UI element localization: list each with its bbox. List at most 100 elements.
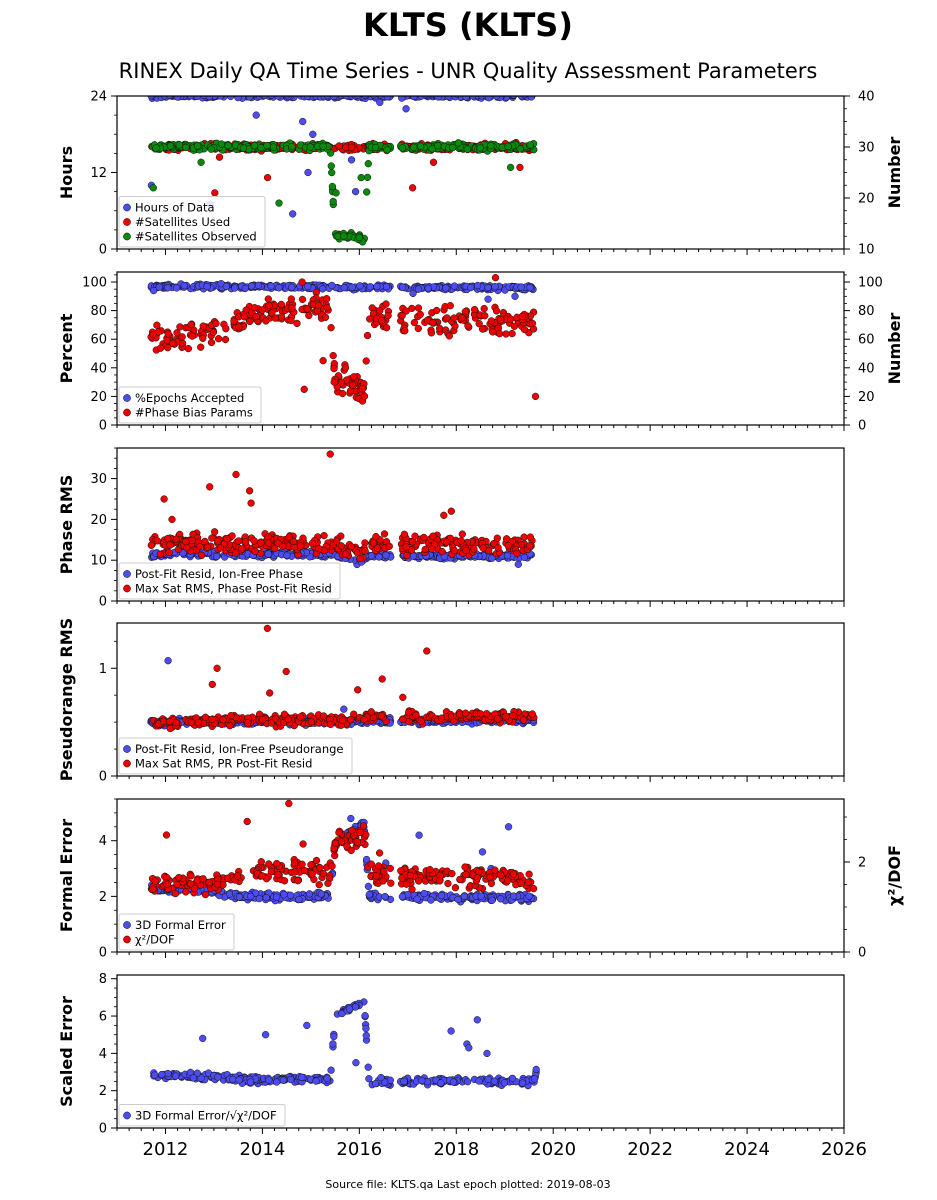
outlier-point (506, 163, 515, 172)
data-point (366, 283, 374, 291)
outlier-point (347, 156, 356, 164)
y2-tick-label: 80 (858, 304, 875, 319)
data-point (328, 281, 336, 290)
data-point (520, 325, 529, 334)
data-point (414, 285, 423, 293)
data-point (182, 888, 190, 896)
data-point (222, 325, 230, 333)
outlier-point (429, 158, 438, 166)
data-point (403, 551, 411, 560)
outlier-point (423, 647, 431, 655)
data-point (383, 96, 392, 101)
data-point (250, 304, 259, 312)
data-point (320, 531, 328, 540)
outlier-point (326, 450, 334, 458)
data-point (383, 146, 391, 154)
data-point (198, 551, 206, 559)
y2-tick-label: 40 (858, 90, 875, 105)
y-tick-label: 0 (99, 946, 107, 961)
data-point (225, 890, 234, 898)
legend-label: #Satellites Observed (135, 230, 257, 244)
data-point (365, 1075, 373, 1083)
data-point (265, 1076, 273, 1084)
data-point (173, 96, 182, 101)
data-point (491, 282, 499, 291)
y-tick-label: 0 (99, 770, 107, 785)
data-point (166, 142, 175, 150)
data-point (160, 96, 169, 100)
data-point (373, 282, 381, 291)
data-point (517, 879, 525, 887)
data-point (165, 548, 173, 557)
data-point (278, 542, 287, 550)
data-point (242, 538, 250, 546)
legend-marker (123, 1111, 131, 1120)
data-point (175, 141, 184, 149)
data-point (182, 537, 190, 546)
data-point (476, 144, 484, 152)
data-point (323, 1074, 331, 1082)
data-point (450, 314, 458, 322)
outlier-point (303, 1021, 311, 1030)
data-point (235, 323, 243, 331)
data-point (280, 877, 289, 885)
data-point (272, 893, 281, 901)
outlier-point (300, 385, 308, 393)
x-tick-label: 2020 (530, 1139, 576, 1160)
data-point (377, 1073, 385, 1082)
data-point (328, 168, 336, 177)
outlier-point (285, 799, 293, 808)
data-point (250, 537, 258, 545)
data-point (265, 860, 273, 868)
data-point (324, 879, 332, 888)
legend-label: #Satellites Used (135, 215, 230, 229)
data-point (184, 344, 193, 353)
data-point (462, 870, 470, 879)
data-point (462, 546, 470, 555)
data-point (517, 283, 525, 291)
data-point (451, 884, 460, 892)
data-point (239, 144, 248, 152)
data-point (258, 306, 266, 314)
data-point (429, 319, 437, 327)
data-point (275, 284, 283, 292)
data-point (327, 1066, 335, 1074)
data-point (486, 873, 494, 881)
data-point (520, 533, 528, 541)
data-point (484, 1075, 492, 1083)
data-point (314, 301, 323, 310)
data-point (216, 96, 225, 100)
data-point (362, 855, 371, 864)
data-point (267, 96, 275, 99)
y-axis-label: Formal Error (57, 819, 76, 932)
data-point (250, 141, 259, 150)
data-point (417, 717, 425, 725)
outlier-point (162, 831, 171, 839)
data-point (353, 838, 361, 846)
data-point (233, 872, 242, 880)
data-point (435, 324, 444, 333)
data-point (269, 143, 278, 151)
data-points (147, 450, 536, 569)
data-point (495, 330, 504, 338)
data-point (356, 282, 364, 290)
data-point (358, 385, 367, 393)
data-point (532, 1065, 540, 1074)
data-point (370, 96, 378, 99)
data-point (461, 863, 469, 871)
data-point (378, 316, 386, 325)
data-point (164, 344, 172, 352)
data-point (283, 96, 291, 99)
y-tick-label: 4 (99, 834, 107, 849)
outlier-point (261, 1031, 270, 1039)
data-point (434, 142, 442, 150)
outlier-point (491, 274, 500, 282)
data-point (526, 542, 534, 550)
y-tick-label: 60 (90, 333, 107, 348)
data-point (289, 537, 298, 546)
legend-box (118, 913, 235, 951)
y-tick-label: 6 (99, 1010, 107, 1025)
y2-tick-label: 20 (858, 192, 875, 207)
data-point (234, 96, 242, 102)
